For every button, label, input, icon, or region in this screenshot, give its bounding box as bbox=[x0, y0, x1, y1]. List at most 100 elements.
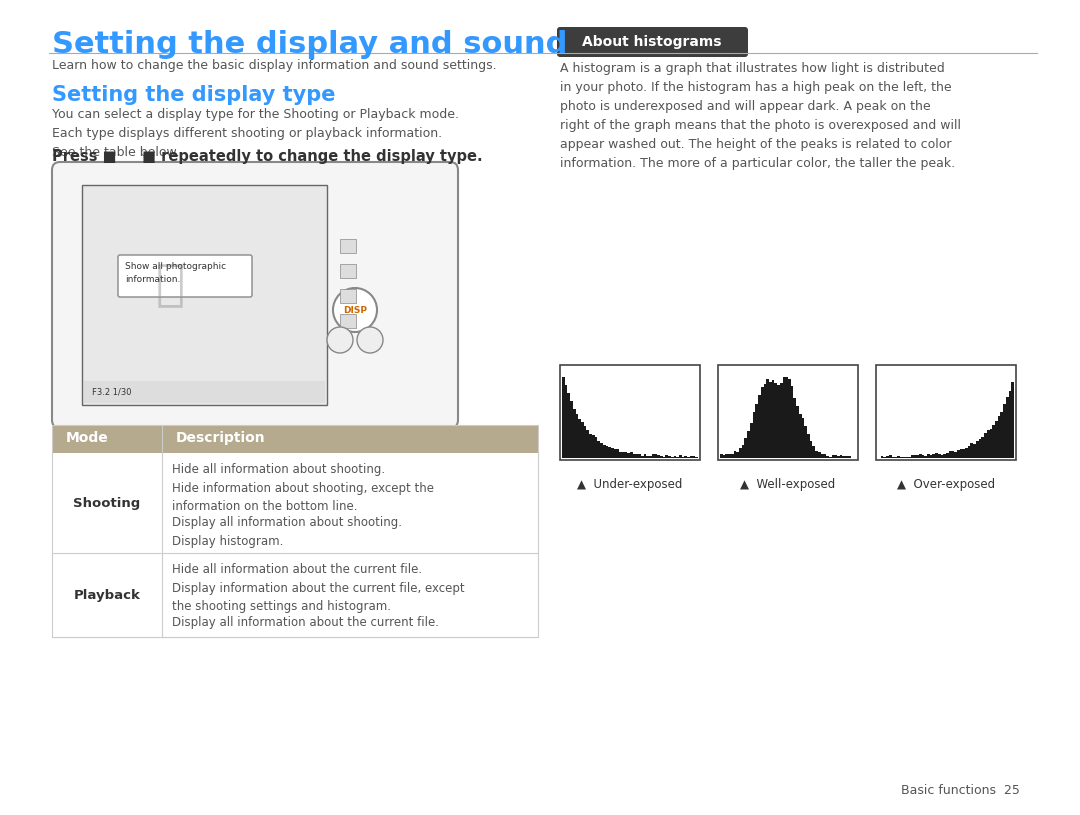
Bar bbox=[966, 448, 968, 458]
Text: Display all information about shooting.: Display all information about shooting. bbox=[172, 516, 402, 529]
Text: ▲  Under-exposed: ▲ Under-exposed bbox=[578, 478, 683, 491]
Text: DISP: DISP bbox=[343, 306, 367, 315]
Bar bbox=[821, 454, 823, 458]
Text: A histogram is a graph that illustrates how light is distributed
in your photo. : A histogram is a graph that illustrates … bbox=[561, 62, 961, 170]
Bar bbox=[957, 450, 960, 458]
Bar bbox=[720, 455, 723, 458]
Bar bbox=[617, 449, 619, 458]
Bar bbox=[978, 438, 982, 458]
Bar bbox=[581, 421, 584, 458]
Bar bbox=[679, 455, 681, 458]
Bar bbox=[584, 426, 586, 458]
Bar bbox=[805, 425, 807, 458]
Bar bbox=[973, 443, 976, 458]
Bar bbox=[954, 452, 957, 458]
Bar bbox=[692, 456, 696, 458]
Bar bbox=[690, 456, 692, 458]
Bar bbox=[887, 456, 889, 458]
Bar bbox=[744, 438, 747, 458]
Bar bbox=[951, 451, 954, 458]
Bar bbox=[900, 457, 903, 458]
FancyBboxPatch shape bbox=[557, 27, 748, 57]
Bar bbox=[919, 455, 921, 458]
Bar bbox=[783, 377, 785, 458]
Bar bbox=[603, 445, 606, 458]
Bar bbox=[570, 401, 572, 458]
Bar bbox=[739, 448, 742, 458]
Bar bbox=[807, 434, 810, 458]
Bar bbox=[619, 452, 622, 458]
Bar bbox=[687, 457, 690, 458]
Text: F3.2 1/30: F3.2 1/30 bbox=[92, 387, 132, 397]
Bar bbox=[658, 455, 660, 458]
Bar bbox=[606, 446, 608, 458]
Bar bbox=[750, 423, 753, 458]
Bar bbox=[651, 454, 654, 458]
Bar bbox=[910, 455, 914, 458]
Bar bbox=[52, 425, 538, 453]
Bar bbox=[837, 456, 839, 458]
Bar bbox=[663, 457, 665, 458]
Bar bbox=[718, 365, 858, 460]
Bar bbox=[788, 380, 791, 458]
Bar bbox=[562, 377, 565, 458]
Bar bbox=[622, 452, 624, 458]
Bar bbox=[758, 395, 760, 458]
Bar bbox=[815, 451, 818, 458]
Bar bbox=[960, 450, 962, 458]
Text: Hide all information about shooting.: Hide all information about shooting. bbox=[172, 463, 386, 476]
Bar bbox=[968, 447, 971, 458]
Bar bbox=[810, 442, 812, 458]
Text: Learn how to change the basic display information and sound settings.: Learn how to change the basic display in… bbox=[52, 59, 497, 72]
Text: ▲  Over-exposed: ▲ Over-exposed bbox=[896, 478, 995, 491]
Text: Display information about the current file, except
the shooting settings and his: Display information about the current fi… bbox=[172, 582, 464, 613]
Bar bbox=[728, 454, 731, 458]
Bar bbox=[576, 414, 578, 458]
Text: Playback: Playback bbox=[73, 588, 140, 601]
Text: Hide all information about the current file.: Hide all information about the current f… bbox=[172, 563, 422, 576]
FancyBboxPatch shape bbox=[118, 255, 252, 297]
Bar bbox=[84, 381, 325, 403]
Bar bbox=[894, 456, 897, 458]
Bar bbox=[780, 383, 783, 458]
Bar bbox=[769, 382, 772, 458]
Bar bbox=[791, 386, 794, 458]
Bar bbox=[52, 553, 538, 637]
Bar bbox=[340, 239, 356, 253]
Bar bbox=[932, 454, 935, 458]
Bar bbox=[766, 379, 769, 458]
Bar bbox=[590, 434, 592, 458]
Bar bbox=[930, 455, 932, 458]
Bar bbox=[611, 448, 613, 458]
Bar bbox=[1003, 404, 1005, 458]
Bar bbox=[846, 456, 848, 458]
Bar bbox=[943, 454, 946, 458]
Bar bbox=[916, 456, 919, 458]
Bar bbox=[640, 456, 644, 458]
Bar bbox=[742, 445, 744, 458]
Bar bbox=[755, 404, 758, 458]
Bar bbox=[976, 441, 978, 458]
Bar bbox=[823, 454, 826, 458]
Bar bbox=[737, 452, 739, 458]
Bar bbox=[1005, 398, 1009, 458]
Bar bbox=[340, 264, 356, 278]
Bar bbox=[635, 454, 638, 458]
Bar bbox=[646, 456, 649, 458]
Bar bbox=[982, 438, 984, 458]
Text: Mode: Mode bbox=[66, 431, 109, 445]
Bar bbox=[731, 454, 733, 458]
Bar bbox=[608, 447, 611, 458]
Bar bbox=[883, 457, 887, 458]
Bar bbox=[82, 185, 327, 405]
Bar bbox=[962, 449, 966, 458]
Bar bbox=[671, 457, 674, 458]
Bar bbox=[993, 425, 995, 458]
Text: ▲  Well-exposed: ▲ Well-exposed bbox=[741, 478, 836, 491]
Bar bbox=[726, 454, 728, 458]
Bar bbox=[340, 314, 356, 328]
Bar bbox=[644, 454, 646, 458]
Bar bbox=[627, 452, 630, 458]
Bar bbox=[685, 456, 687, 458]
Bar bbox=[630, 452, 633, 458]
